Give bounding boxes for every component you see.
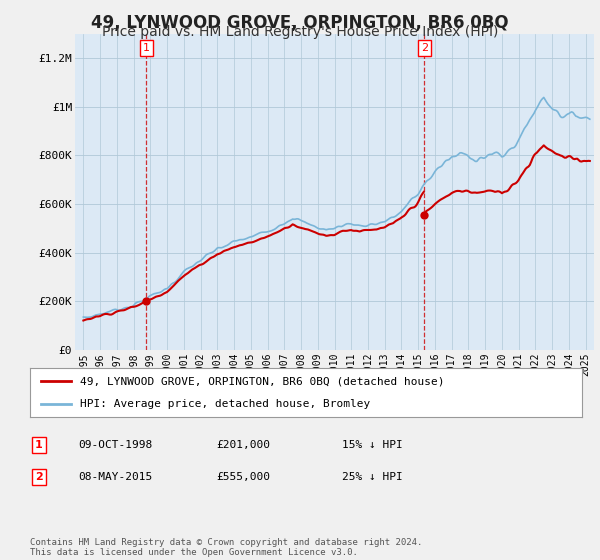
Text: 25% ↓ HPI: 25% ↓ HPI bbox=[342, 472, 403, 482]
Text: 1: 1 bbox=[143, 43, 150, 53]
Text: 49, LYNWOOD GROVE, ORPINGTON, BR6 0BQ: 49, LYNWOOD GROVE, ORPINGTON, BR6 0BQ bbox=[91, 14, 509, 32]
Text: HPI: Average price, detached house, Bromley: HPI: Average price, detached house, Brom… bbox=[80, 399, 370, 409]
Text: Price paid vs. HM Land Registry's House Price Index (HPI): Price paid vs. HM Land Registry's House … bbox=[102, 25, 498, 39]
Text: 09-OCT-1998: 09-OCT-1998 bbox=[78, 440, 152, 450]
Text: 49, LYNWOOD GROVE, ORPINGTON, BR6 0BQ (detached house): 49, LYNWOOD GROVE, ORPINGTON, BR6 0BQ (d… bbox=[80, 376, 444, 386]
Text: £201,000: £201,000 bbox=[216, 440, 270, 450]
Text: Contains HM Land Registry data © Crown copyright and database right 2024.
This d: Contains HM Land Registry data © Crown c… bbox=[30, 538, 422, 557]
Text: 08-MAY-2015: 08-MAY-2015 bbox=[78, 472, 152, 482]
Text: 1: 1 bbox=[35, 440, 43, 450]
Text: 2: 2 bbox=[35, 472, 43, 482]
Text: 15% ↓ HPI: 15% ↓ HPI bbox=[342, 440, 403, 450]
Text: 2: 2 bbox=[421, 43, 428, 53]
Text: £555,000: £555,000 bbox=[216, 472, 270, 482]
